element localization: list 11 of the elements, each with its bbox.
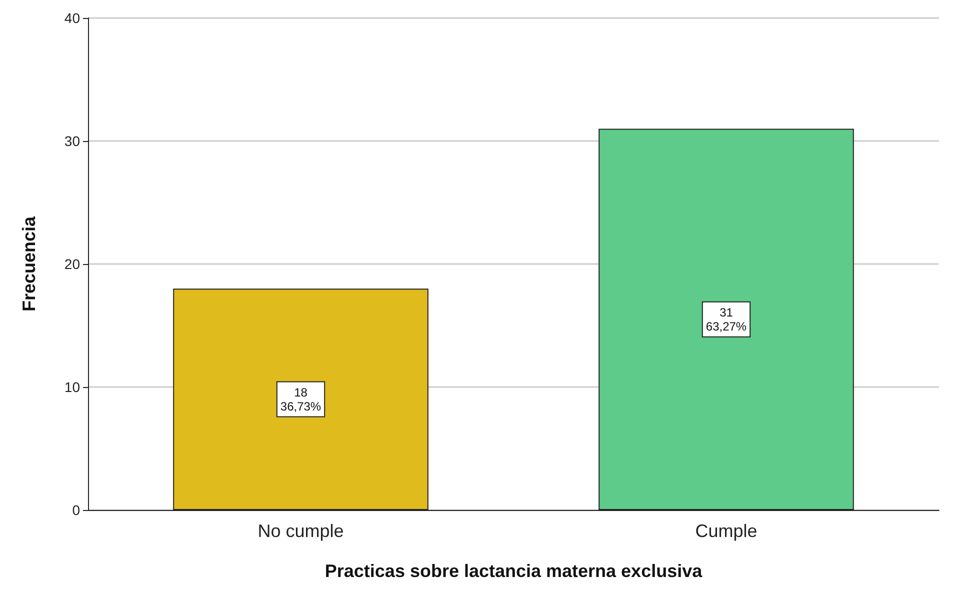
x-tick-label: No cumple xyxy=(258,521,344,541)
y-tick-label: 40 xyxy=(64,10,80,26)
data-label: 18 36,73% xyxy=(280,385,322,414)
x-axis-title: Practicas sobre lactancia materna exclusiva xyxy=(324,561,704,581)
y-axis-title: Frecuencia xyxy=(19,215,39,312)
y-tick-label: 10 xyxy=(64,379,80,395)
x-tick-label: Cumple xyxy=(695,521,758,541)
data-label: 31 63,27% xyxy=(706,305,747,334)
y-tick-label: 20 xyxy=(64,256,80,272)
y-tick-label: 0 xyxy=(72,502,80,518)
y-tick-label: 30 xyxy=(64,133,80,149)
